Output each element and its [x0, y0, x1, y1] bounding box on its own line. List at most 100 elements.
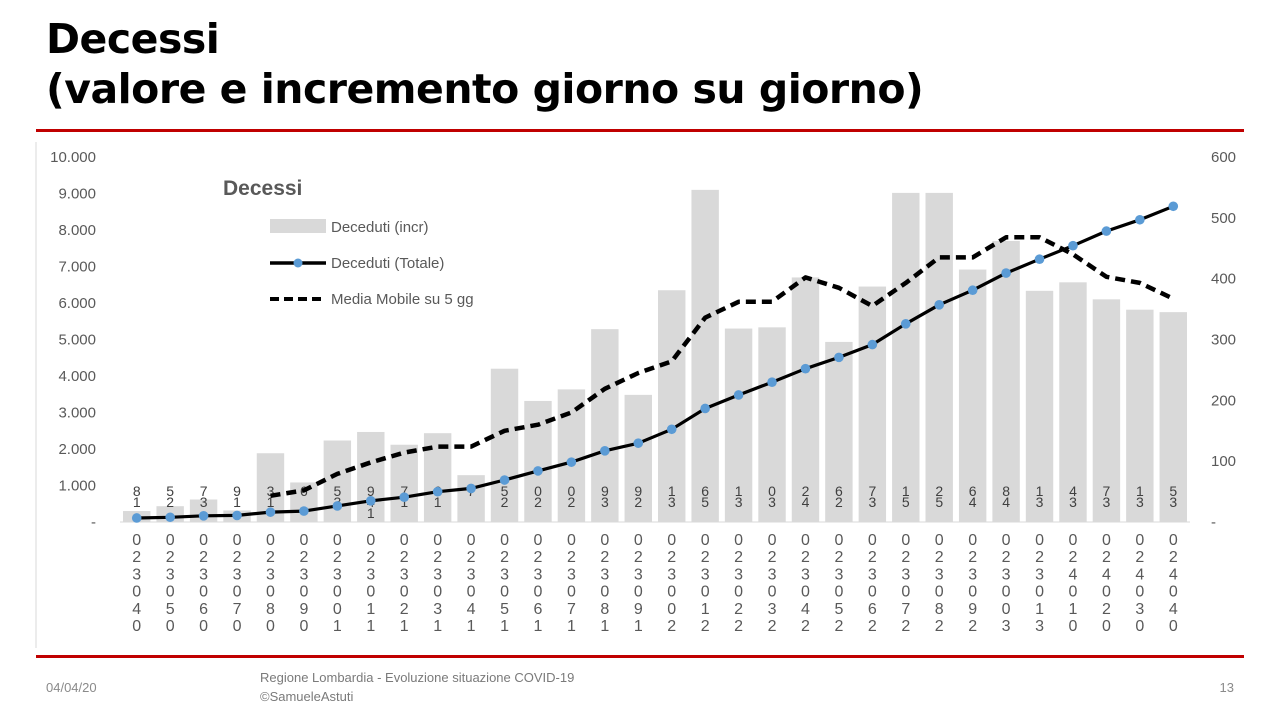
x-tick-label: 5 — [166, 601, 175, 618]
x-tick-label: 0 — [634, 584, 643, 601]
x-tick-label: 0 — [400, 532, 409, 549]
x-tick-label: 1 — [333, 618, 342, 635]
x-tick-label: 0 — [567, 584, 576, 601]
bar-30 — [1126, 309, 1154, 522]
bar-data-label: 5 — [701, 494, 709, 510]
bar-data-label: 7 — [400, 483, 408, 499]
x-tick-label: 0 — [233, 618, 242, 635]
x-tick-label: 2 — [534, 549, 543, 566]
total-deaths-point-2 — [198, 510, 209, 521]
bar-27 — [1025, 290, 1054, 522]
x-tick-label: 2 — [467, 549, 476, 566]
bottom-divider — [36, 655, 1244, 658]
bar-15 — [624, 394, 652, 522]
bar-data-label: 9 — [233, 483, 241, 499]
bar-21 — [825, 341, 853, 522]
x-tick-label: 0 — [433, 584, 442, 601]
bar-10 — [457, 475, 485, 522]
line-series-group — [131, 201, 1179, 523]
x-tick-label: 3 — [467, 566, 476, 583]
x-tick-label: 0 — [634, 532, 643, 549]
bar-data-label: 9 — [601, 483, 609, 499]
bar-data-label: 8 — [133, 483, 141, 499]
x-tick-label: 3 — [299, 566, 308, 583]
bar-data-label: 2 — [534, 494, 542, 510]
x-tick-label: 3 — [567, 566, 576, 583]
x-tick-label: 1 — [534, 618, 543, 635]
bar-series-group — [123, 189, 1187, 522]
bar-data-label: 2 — [568, 494, 576, 510]
x-tick-label: 0 — [132, 532, 141, 549]
x-tick-label: 0 — [1102, 532, 1111, 549]
x-tick-label: 0 — [166, 532, 175, 549]
x-tick-label: 0 — [1035, 532, 1044, 549]
bar-17 — [691, 189, 719, 522]
x-tick-label: 2 — [968, 549, 977, 566]
bar-28 — [1059, 282, 1087, 522]
x-tick-label: 3 — [1135, 601, 1144, 618]
x-tick-label: 0 — [233, 584, 242, 601]
x-tick-label: 3 — [500, 566, 509, 583]
x-tick-label: 8 — [935, 601, 944, 618]
bar-data-label: 0 — [768, 483, 776, 499]
x-tick-label: 3 — [366, 566, 375, 583]
x-tick-label: 0 — [299, 584, 308, 601]
x-tick-label: 0 — [1102, 584, 1111, 601]
bar-data-label: 3 — [601, 494, 609, 510]
x-tick-label: 2 — [567, 549, 576, 566]
x-tick-label: 3 — [868, 566, 877, 583]
x-tick-label: 0 — [400, 584, 409, 601]
bar-data-label: 4 — [1069, 483, 1077, 499]
total-deaths-point-8 — [399, 492, 410, 502]
bar-data-label: 1 — [735, 483, 743, 499]
x-tick-label: 2 — [935, 549, 944, 566]
total-deaths-point-11 — [499, 475, 510, 485]
x-tick-label: 0 — [299, 532, 308, 549]
slide-title: Decessi (valore e incremento giorno su g… — [46, 14, 924, 114]
footer-source: Regione Lombardia - Evoluzione situazion… — [260, 668, 574, 706]
x-tick-label: 2 — [166, 549, 175, 566]
total-deaths-point-13 — [566, 457, 577, 467]
x-tick-label: 3 — [433, 566, 442, 583]
x-tick-label: 2 — [734, 618, 743, 635]
y-right-tick-label: 400 — [1211, 271, 1236, 288]
x-tick-label: 0 — [768, 584, 777, 601]
x-tick-label: 3 — [433, 601, 442, 618]
footer-date: 04/04/20 — [46, 680, 97, 695]
x-tick-label: 2 — [400, 549, 409, 566]
x-tick-label: 3 — [266, 566, 275, 583]
x-tick-label: 3 — [400, 566, 409, 583]
total-deaths-point-24 — [934, 300, 945, 310]
total-deaths-point-26 — [1001, 268, 1011, 278]
bar-data-label: 0 — [568, 483, 576, 499]
x-tick-label: 0 — [199, 618, 208, 635]
moving-average-line — [270, 235, 1175, 499]
x-tick-label: 2 — [768, 549, 777, 566]
total-deaths-point-7 — [365, 496, 376, 506]
bar-data-label: 7 — [1103, 483, 1111, 499]
legend-label-incr: Deceduti (incr) — [331, 219, 429, 236]
legend-label-mavg: Media Mobile su 5 gg — [331, 291, 474, 308]
x-tick-label: 2 — [667, 618, 676, 635]
x-tick-label: 3 — [132, 566, 141, 583]
bar-labels-group: 8152739131653941716175202029392136513032… — [133, 483, 1178, 521]
bar-data-label: 7 — [200, 483, 208, 499]
x-tick-label: 0 — [968, 584, 977, 601]
total-deaths-point-28 — [1068, 240, 1078, 251]
x-tick-label: 2 — [366, 549, 375, 566]
bar-data-label: 3 — [868, 494, 876, 510]
x-tick-label: 0 — [500, 532, 509, 549]
x-tick-label: 3 — [1002, 618, 1011, 635]
page-number: 13 — [1219, 680, 1234, 695]
bar-7 — [357, 431, 385, 522]
bar-data-label: 1 — [267, 494, 275, 510]
bar-data-label: 3 — [768, 494, 776, 510]
x-tick-label: 4 — [1169, 601, 1178, 618]
x-tick-label: 0 — [266, 618, 275, 635]
x-tick-label: 0 — [366, 532, 375, 549]
x-tick-label: 2 — [299, 549, 308, 566]
x-tick-label: 0 — [1135, 618, 1144, 635]
x-tick-label: 3 — [667, 566, 676, 583]
y-left-tick-label: - — [91, 514, 96, 531]
x-tick-label: 3 — [534, 566, 543, 583]
